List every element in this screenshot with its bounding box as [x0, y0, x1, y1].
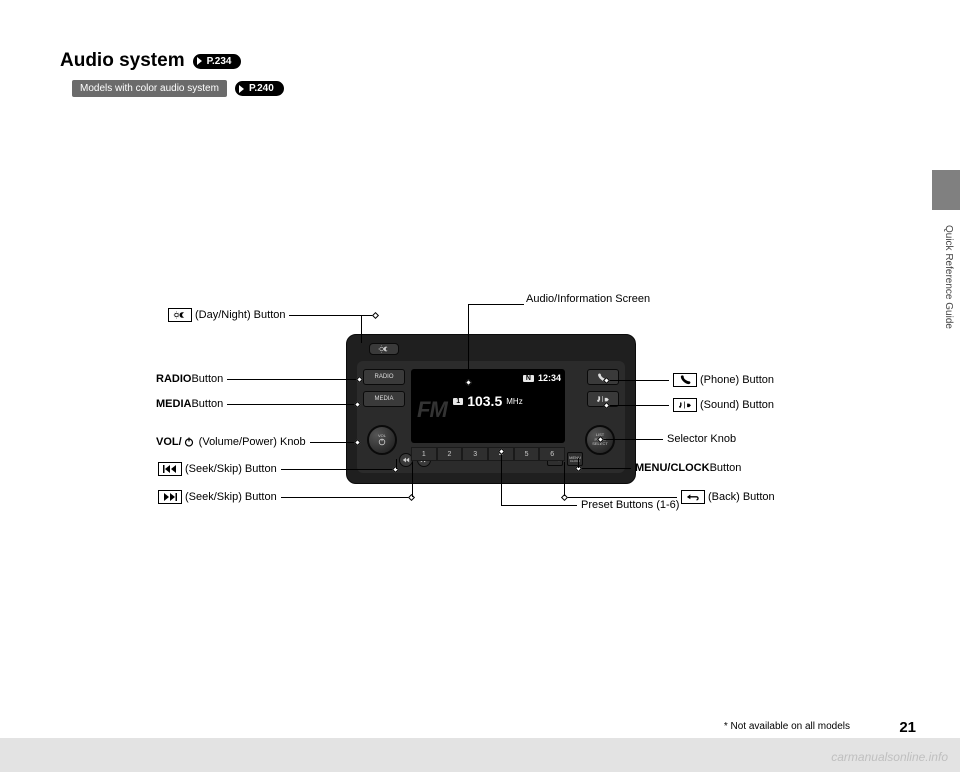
label-media: MEDIA Button	[156, 398, 360, 410]
model-tag: Models with color audio system	[72, 80, 227, 97]
preset-1[interactable]: 1	[411, 447, 437, 461]
side-tab	[932, 170, 960, 210]
frequency: 103.5	[467, 393, 502, 409]
band-background: FM	[417, 397, 447, 423]
label-vol: VOL/ (Volume/Power) Knob	[156, 435, 360, 449]
watermark: carmanualsonline.info	[831, 750, 948, 764]
label-phone: (Phone) Button	[604, 373, 774, 387]
footer-bar	[0, 738, 960, 772]
label-day-night: (Day/Night) Button	[168, 308, 378, 322]
footnote: * Not available on all models	[724, 721, 850, 732]
preset-indicator: 1	[453, 398, 463, 405]
media-button[interactable]: MEDIA	[363, 391, 405, 407]
side-tab-text: Quick Reference Guide	[943, 225, 954, 329]
radio-button[interactable]: RADIO	[363, 369, 405, 385]
phone-icon	[673, 373, 697, 387]
label-selector: Selector Knob	[598, 433, 736, 445]
volume-power-knob[interactable]: VOL	[367, 425, 397, 455]
title-page-ref: P.234	[193, 54, 242, 69]
seek-prev-icon	[158, 462, 182, 476]
label-seek-prev: (Seek/Skip) Button	[158, 462, 398, 476]
model-page-ref: P.240	[235, 81, 284, 96]
label-sound: (Sound) Button	[604, 398, 774, 412]
title-row: Audio system P.234	[60, 50, 960, 72]
label-radio: RADIO Button	[156, 373, 362, 385]
model-row: Models with color audio system P.240	[72, 80, 960, 97]
preset-2[interactable]: 2	[437, 447, 463, 461]
day-night-button[interactable]	[369, 343, 399, 355]
label-menu: MENU/CLOCK Button	[576, 462, 741, 474]
preset-6[interactable]: 6	[539, 447, 565, 461]
label-seek-next: (Seek/Skip) Button	[158, 490, 414, 504]
label-audio-screen: Audio/Information Screen	[468, 293, 650, 385]
freq-unit: MHz	[506, 397, 522, 406]
day-night-icon	[168, 308, 192, 322]
preset-row: 1 2 3 4 5 6	[411, 447, 565, 461]
seek-next-icon	[158, 490, 182, 504]
preset-5[interactable]: 5	[514, 447, 540, 461]
back-icon	[681, 490, 705, 504]
page-title: Audio system	[60, 50, 185, 72]
power-icon	[182, 435, 196, 449]
preset-3[interactable]: 3	[462, 447, 488, 461]
sound-icon	[673, 398, 697, 412]
